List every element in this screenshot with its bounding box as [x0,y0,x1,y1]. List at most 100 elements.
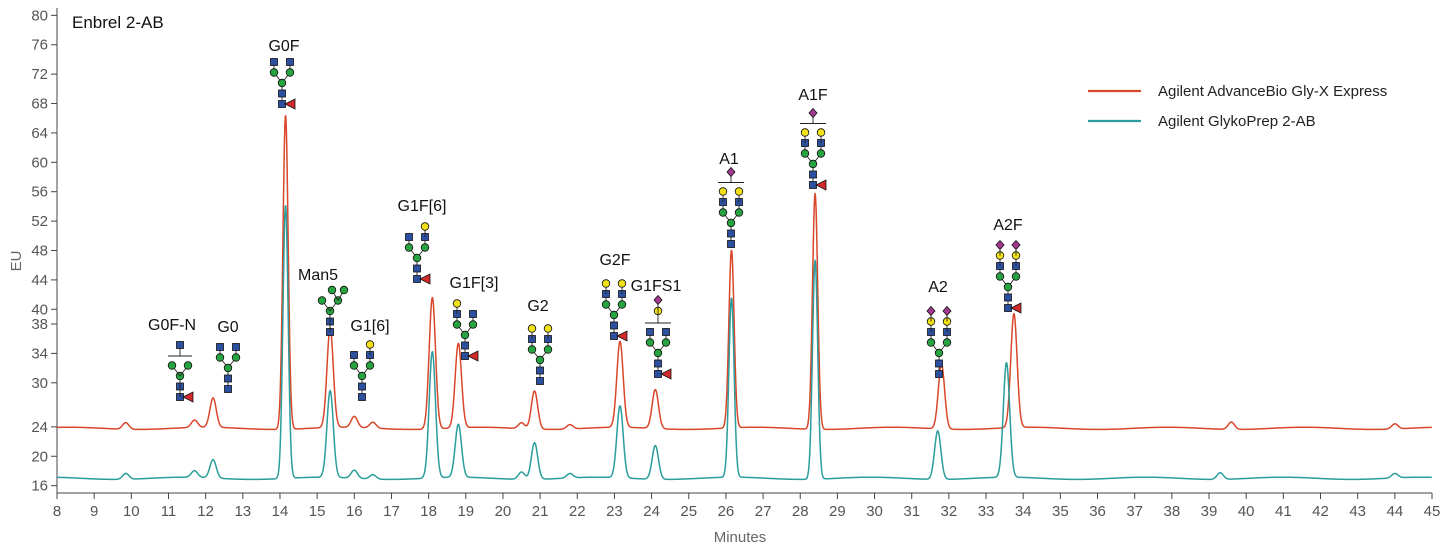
mannose-circle [317,296,327,305]
peak-annotation-g2: G2 [527,298,553,385]
glcnac-square [224,385,232,393]
y-tick-label: 76 [31,37,48,54]
peak-label: G0 [217,319,238,336]
mannose-circle [420,243,430,252]
mannose-circle [183,361,193,370]
mannose-circle [167,361,177,370]
chart-title: Enbrel 2-AB [72,13,164,32]
y-tick-label: 34 [31,345,48,362]
x-tick-label: 37 [1126,503,1143,520]
mannose-circle [934,348,944,358]
peak-annotation-g1fs1: G1FS1 [631,278,681,380]
y-tick-label: 56 [31,184,48,201]
fucose-triangle [1010,302,1022,314]
legend-label: Agilent GlykoPrep 2-AB [1158,113,1316,130]
glcnac-square [809,170,817,179]
x-tick-label: 10 [123,503,140,520]
A1F-glycan-icon [800,107,827,191]
y-tick-label: 38 [31,316,48,333]
glcnac-square [413,264,421,273]
mannose-circle [926,338,936,347]
peak-label: G1F[6] [398,198,447,215]
y-tick-label: 24 [31,419,48,436]
glcnac-square [935,370,943,378]
mannose-circle [339,285,349,295]
glcnac-square [358,393,366,401]
legend-item: Agilent GlykoPrep 2-AB [1088,113,1316,130]
glcnac-square [270,58,278,66]
galactose-circle [452,299,462,308]
galactose-circle [420,222,430,231]
glcnac-square [536,366,544,375]
G0F-N-glycan-icon [167,341,194,403]
mannose-circle [808,159,818,169]
mannose-circle [995,272,1005,281]
glcnac-square [935,359,943,368]
mannose-circle [816,149,826,158]
galactose-circle [734,187,744,196]
glcnac-square [278,89,286,98]
x-tick-label: 17 [383,503,400,520]
peak-label: A2F [993,217,1023,234]
mannose-circle [527,345,537,354]
A2F-glycan-icon [995,239,1022,314]
x-tick-label: 13 [234,503,251,520]
peak-annotation-a2f: A2F [993,217,1023,314]
sialic-acid-diamond [726,166,736,178]
G1F3-glycan-icon [452,299,479,362]
mannose-circle [543,345,553,354]
x-tick-label: 39 [1201,503,1218,520]
fucose-triangle [419,273,431,285]
x-tick-label: 32 [941,503,958,520]
sialic-acid-diamond [942,305,952,317]
fucose-triangle [467,350,479,362]
sialic-acid-diamond [653,294,663,306]
mannose-circle [800,149,810,158]
mannose-circle [535,355,545,365]
peak-label: Man5 [298,267,338,284]
mannose-circle [718,208,728,217]
fucose-triangle [284,98,296,110]
mannose-circle [277,78,287,88]
peak-label: G1F[3] [450,275,499,292]
x-tick-label: 15 [309,503,326,520]
galactose-circle [543,324,553,333]
glcnac-square [727,240,735,248]
Man5-glycan-icon [317,285,349,336]
x-tick-label: 40 [1238,503,1255,520]
mannose-circle [734,208,744,217]
x-axis-title: Minutes [714,529,767,546]
mannose-circle [365,361,375,370]
x-tick-label: 42 [1312,503,1329,520]
peak-label: G0F-N [148,317,196,334]
x-tick-label: 23 [606,503,623,520]
sialic-acid-diamond [808,107,818,119]
galactose-circle [527,324,537,333]
x-tick-label: 27 [755,503,772,520]
x-tick-label: 28 [792,503,809,520]
x-tick-label: 35 [1052,503,1069,520]
mannose-circle [215,353,225,362]
x-tick-label: 22 [569,503,586,520]
fucose-triangle [660,368,672,380]
x-tick-label: 33 [978,503,995,520]
y-tick-label: 68 [31,96,48,113]
x-tick-label: 30 [866,503,883,520]
glcnac-square [176,341,184,349]
series-line-glykoprep-2ab [56,205,1433,481]
y-tick-label: 44 [31,272,48,289]
G1FS1-glycan-icon [645,294,672,380]
x-tick-label: 20 [495,503,512,520]
peak-annotation-a1: A1 [718,151,744,248]
sialic-acid-diamond [995,239,1005,251]
y-tick-label: 64 [31,125,48,142]
x-tick-label: 11 [161,503,177,520]
x-tick-label: 34 [1015,503,1032,520]
x-tick-label: 41 [1275,503,1292,520]
legend-item: Agilent AdvanceBio Gly-X Express [1088,83,1387,100]
glcnac-square [654,359,662,368]
y-tick-label: 20 [31,448,48,465]
glcnac-square [1004,293,1012,302]
axes: 8 9 10 11 12 13 14 15 16 17 18 19 20 21 22 23 24 25 26 27 28… [31,7,1440,520]
